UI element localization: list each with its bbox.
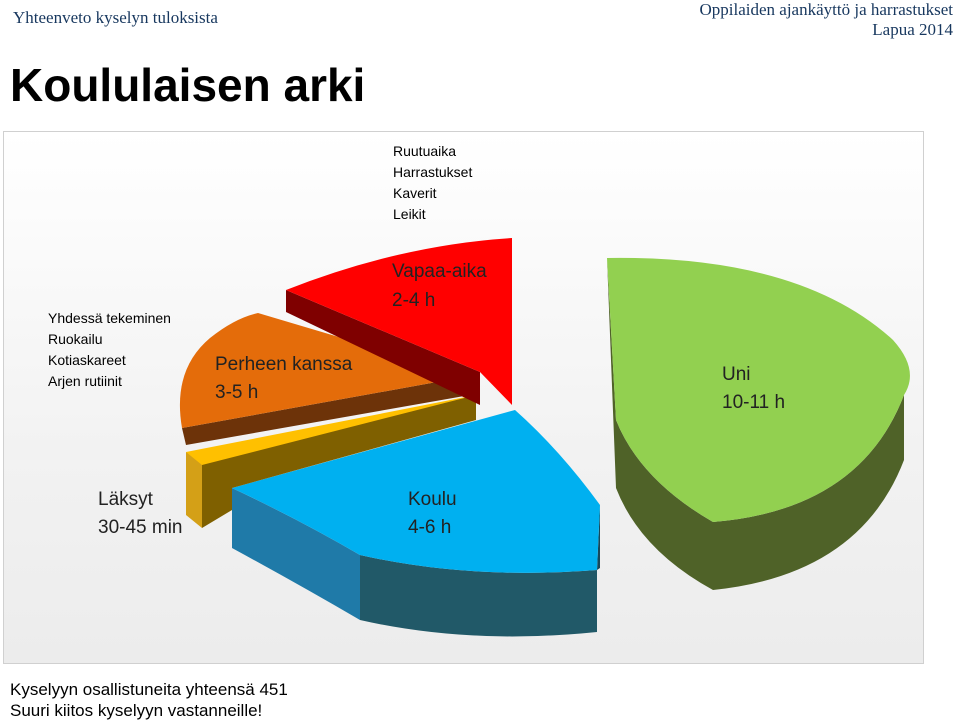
slice-perheen bbox=[179, 313, 470, 445]
footer: Kyselyyn osallistuneita yhteensä 451 Suu… bbox=[10, 679, 288, 721]
svg-text:Kotiaskareet: Kotiaskareet bbox=[48, 352, 126, 368]
svg-text:3-5 h: 3-5 h bbox=[215, 382, 258, 403]
slice-uni-side bbox=[607, 258, 713, 590]
svg-text:Läksyt: Läksyt bbox=[98, 489, 154, 510]
slice-perheen-top bbox=[179, 313, 470, 428]
slice-koulu-side-front bbox=[360, 555, 597, 637]
label-koulu-value: 4-6 h bbox=[408, 517, 451, 538]
annotation-ruokailu: Ruokailu bbox=[48, 331, 102, 347]
slice-vapaa-top bbox=[286, 238, 512, 405]
slice-uni bbox=[607, 257, 910, 590]
label-uni-name: Uni bbox=[722, 364, 751, 385]
label-koulu-name: Koulu bbox=[408, 489, 457, 510]
svg-text:2-4 h: 2-4 h bbox=[392, 290, 435, 311]
annotation-harrastukset: Harrastukset bbox=[393, 164, 472, 180]
slice-laksyt-side bbox=[186, 452, 202, 528]
svg-text:30-45 min: 30-45 min bbox=[98, 517, 183, 538]
annotation-kotiaskareet: Kotiaskareet bbox=[48, 352, 126, 368]
header-right: Oppilaiden ajankäyttö ja harrastukset La… bbox=[700, 0, 954, 40]
slice-uni-side-outer bbox=[713, 395, 904, 590]
slice-koulu-side-left bbox=[232, 488, 360, 620]
slice-laksyt-side2 bbox=[202, 395, 476, 528]
footer-line1: Kyselyyn osallistuneita yhteensä 451 bbox=[10, 680, 288, 699]
label-perheen-value: 3-5 h bbox=[215, 382, 258, 403]
svg-text:Harrastukset: Harrastukset bbox=[393, 164, 472, 180]
annotation-yhdessa: Yhdessä tekeminen bbox=[48, 310, 171, 326]
svg-text:Arjen rutiinit: Arjen rutiinit bbox=[48, 373, 122, 389]
slice-vapaa bbox=[286, 238, 512, 405]
svg-text:Vapaa-aika: Vapaa-aika bbox=[392, 261, 487, 282]
header-right-line2: Lapua 2014 bbox=[872, 20, 953, 39]
page-title: Koululaisen arki bbox=[10, 59, 366, 111]
svg-text:Ruokailu: Ruokailu bbox=[48, 331, 102, 347]
label-uni-value: 10-11 h bbox=[722, 392, 785, 413]
slice-perheen-side bbox=[182, 376, 470, 445]
svg-text:Yhdessä tekeminen: Yhdessä tekeminen bbox=[48, 310, 171, 326]
svg-text:Ruutuaika: Ruutuaika bbox=[393, 143, 456, 159]
annotation-ruutuaika: Ruutuaika bbox=[393, 143, 456, 159]
slice-uni-top bbox=[607, 257, 910, 522]
annotation-arjen: Arjen rutiinit bbox=[48, 373, 122, 389]
svg-text:Leikit: Leikit bbox=[393, 206, 426, 222]
annotation-leikit: Leikit bbox=[393, 206, 426, 222]
label-laksyt-name: Läksyt bbox=[98, 489, 154, 510]
svg-text:Perheen kanssa: Perheen kanssa bbox=[215, 354, 353, 375]
svg-text:Uni: Uni bbox=[722, 364, 751, 385]
svg-text:Kaverit: Kaverit bbox=[393, 185, 437, 201]
label-laksyt-value: 30-45 min bbox=[98, 517, 183, 538]
footer-line2: Suuri kiitos kyselyyn vastanneille! bbox=[10, 701, 263, 720]
slice-koulu-top bbox=[232, 410, 600, 573]
svg-text:4-6 h: 4-6 h bbox=[408, 517, 451, 538]
slice-laksyt bbox=[186, 395, 476, 528]
label-vapaa-value: 2-4 h bbox=[392, 290, 435, 311]
header-left-title: Yhteenveto kyselyn tuloksista bbox=[13, 8, 218, 27]
svg-text:10-11 h: 10-11 h bbox=[722, 392, 785, 413]
annotation-kaverit: Kaverit bbox=[393, 185, 437, 201]
label-perheen-name: Perheen kanssa bbox=[215, 354, 353, 375]
slice-vapaa-side bbox=[286, 290, 480, 405]
header-right-line1: Oppilaiden ajankäyttö ja harrastukset bbox=[699, 0, 954, 19]
label-vapaa-name: Vapaa-aika bbox=[392, 261, 487, 282]
slice-laksyt-top bbox=[186, 395, 476, 465]
slice-koulu bbox=[232, 410, 600, 637]
svg-text:Koulu: Koulu bbox=[408, 489, 457, 510]
